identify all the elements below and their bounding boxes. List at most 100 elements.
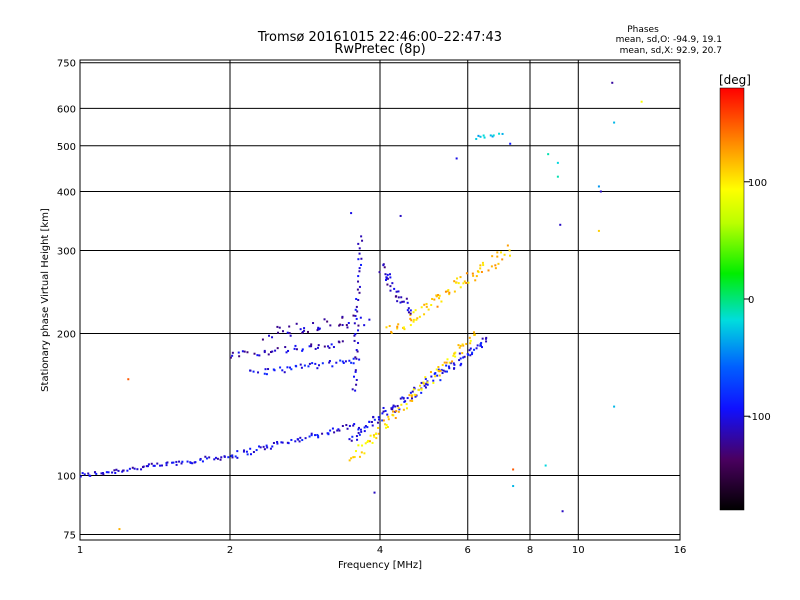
data-point (432, 381, 435, 384)
data-point (252, 370, 255, 373)
data-point (249, 453, 252, 456)
data-point (358, 252, 361, 255)
data-point (413, 393, 416, 396)
y-tick-label: 75 (63, 530, 76, 541)
data-point (407, 311, 410, 314)
data-point (467, 281, 470, 284)
data-point (231, 351, 234, 354)
data-point (289, 366, 292, 369)
data-point (369, 434, 372, 437)
data-point (437, 294, 440, 297)
data-point (414, 309, 417, 312)
data-point (465, 281, 468, 284)
x-tick-label: 16 (674, 545, 687, 556)
data-point (265, 373, 268, 376)
data-point (441, 364, 444, 367)
data-point (371, 441, 374, 444)
data-point (317, 344, 320, 347)
data-point (245, 450, 248, 453)
data-point (328, 359, 331, 362)
data-point (354, 356, 357, 359)
data-point (375, 437, 378, 440)
data-point (307, 365, 310, 368)
data-point (597, 229, 600, 232)
data-point (355, 378, 358, 381)
data-point (301, 348, 304, 351)
data-point (348, 424, 351, 427)
data-point (424, 376, 427, 379)
data-point (427, 308, 430, 311)
data-point (409, 317, 412, 320)
data-point (392, 404, 395, 407)
data-point (481, 261, 484, 264)
data-point (153, 464, 156, 467)
data-point (199, 458, 202, 461)
x-tick-label: 2 (227, 545, 233, 556)
data-point (389, 289, 392, 292)
data-point (357, 324, 360, 327)
data-point (328, 361, 331, 364)
x-tick-label: 4 (377, 545, 383, 556)
data-point (473, 348, 476, 351)
data-point (317, 326, 320, 329)
data-point (265, 444, 268, 447)
data-point (547, 153, 550, 156)
data-point (186, 460, 189, 463)
data-point (263, 351, 266, 354)
data-point (405, 403, 408, 406)
data-point (468, 336, 471, 339)
data-point (418, 315, 421, 318)
data-point (445, 364, 448, 367)
data-point (444, 290, 447, 293)
data-point (412, 388, 415, 391)
data-point (460, 362, 463, 365)
data-point (416, 317, 419, 320)
data-point (204, 455, 207, 458)
data-point (370, 421, 373, 424)
data-point (420, 306, 423, 309)
data-point (360, 451, 363, 454)
data-point (357, 444, 360, 447)
data-point (361, 239, 364, 242)
data-point (465, 272, 468, 275)
data-point (476, 270, 479, 273)
data-point (388, 273, 391, 276)
data-point (384, 278, 387, 281)
data-point (412, 311, 415, 314)
y-tick-label: 100 (57, 472, 76, 483)
data-point (385, 277, 388, 280)
data-point (277, 331, 280, 334)
data-point (426, 381, 429, 384)
data-point (133, 467, 136, 470)
data-point (430, 375, 433, 378)
data-point (357, 280, 360, 283)
data-point (457, 282, 460, 285)
data-point (281, 369, 284, 372)
data-point (384, 409, 387, 412)
data-point (263, 372, 266, 375)
data-point (308, 362, 311, 365)
data-point (311, 362, 314, 365)
data-point (287, 442, 290, 445)
data-point (354, 389, 357, 392)
data-point (482, 134, 485, 137)
data-point (424, 386, 427, 389)
data-point (512, 468, 515, 471)
data-point (454, 281, 457, 284)
data-point (456, 277, 459, 280)
data-point (422, 382, 425, 385)
data-point (368, 440, 371, 443)
data-point (299, 436, 302, 439)
data-point (330, 343, 333, 346)
data-point (597, 185, 600, 188)
data-point (314, 434, 317, 437)
data-point (328, 346, 331, 349)
data-point (354, 314, 357, 317)
data-point (413, 386, 416, 389)
data-point (107, 471, 110, 474)
data-point (281, 330, 284, 333)
data-point (314, 347, 317, 350)
data-point (494, 264, 497, 267)
data-point (561, 510, 564, 513)
data-point (171, 461, 174, 464)
